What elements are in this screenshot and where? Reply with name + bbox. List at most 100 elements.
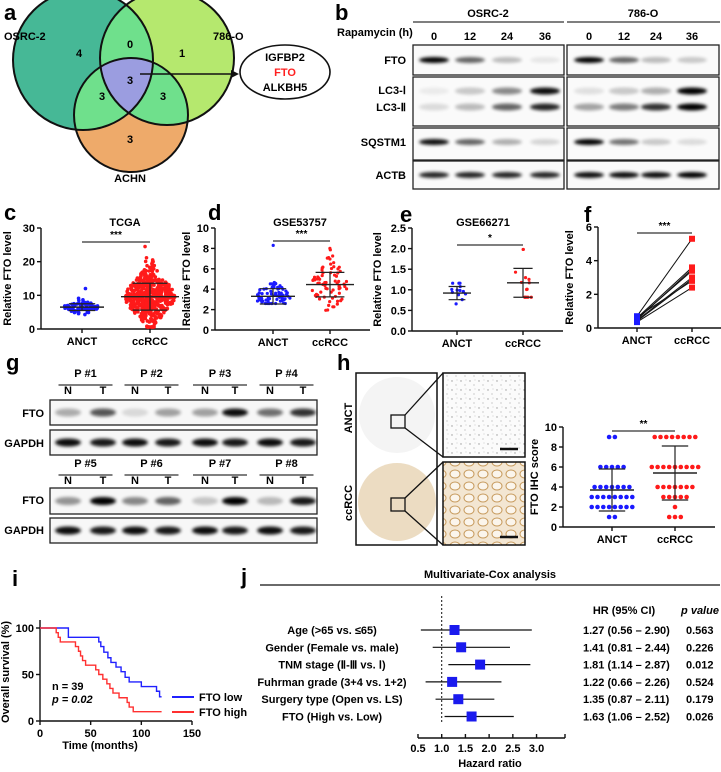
data-point [139,272,143,276]
zoom-region-box [390,497,406,512]
blot-band [609,87,639,95]
y-tick-label: 0 [551,522,557,534]
patient-label: P #5 [74,458,96,470]
data-point [606,504,612,510]
protein-label: LC3-Ⅰ [378,85,406,97]
data-point [131,301,136,305]
legend-label: FTO high [199,707,247,719]
callout-gene: IGFBP2 [265,52,305,64]
x-axis-label: Time (months) [62,740,138,752]
y-tick-label: 0.0 [391,326,406,338]
column-header: p value [680,605,719,617]
blot-band [574,172,604,178]
patient-label: P #2 [140,368,162,380]
data-point [589,504,594,510]
x-tick-label: 0.5 [410,743,425,755]
x-tick-label: ccRCC [674,335,710,347]
significance-label: *** [110,230,122,241]
blot-band [455,57,485,63]
y-tick-label: 100 [16,623,34,635]
blot-band [492,87,522,95]
chart-title: GSE66271 [456,217,510,229]
data-point [260,292,264,296]
patient-label: P #8 [275,458,297,470]
data-point [156,302,160,306]
data-point [527,277,531,281]
blot-band [155,438,181,447]
data-point [255,299,260,303]
y-tick-label: 10 [197,223,209,235]
data-point [615,484,621,490]
y-tick-label: 2 [551,502,557,514]
y-tick-label: 30 [23,223,35,235]
y-axis-label: Relative FTO level [564,230,576,325]
data-point [170,299,175,304]
data-point [598,484,603,490]
y-tick-label: 6 [586,222,592,234]
data-point [151,287,156,292]
y-tick-label: 1.5 [391,264,406,276]
chart-1: d GSE53757 0 2 4 6 8 10 ANCT ccRCC Relative FTO le… [181,200,370,349]
annotation-p: p = 0.02 [51,694,93,706]
lane-label: T [165,475,172,487]
data-point [157,278,161,283]
blot-band [641,139,671,145]
data-point [684,484,689,490]
data-point [525,287,529,292]
y-tick-label: 2 [203,305,209,317]
y-tick-label: 0 [29,324,35,336]
data-point [83,312,87,317]
venn-label-786o: 786-O [213,31,244,43]
x-tick-label: ccRCC [657,534,693,546]
blot-band [677,172,707,178]
data-point [689,277,695,284]
blot-band [530,103,560,111]
y-tick-label: 1.0 [391,285,406,297]
chart-title: GSE53757 [273,217,327,229]
data-point [606,514,612,520]
data-point [655,464,660,470]
y-tick-label: 4 [551,482,558,494]
data-point [257,291,261,295]
data-point [695,464,701,470]
panel-label-d: d [208,200,221,225]
data-point [521,247,525,252]
x-tick-label: 50 [85,728,97,740]
panel-g-western-blot: g FTO GAPDH FTO GAPDH P #1N TP #2N TP #3N T… [4,350,318,544]
data-point [332,273,337,277]
data-point [277,292,282,296]
venn-count: 0 [127,39,133,51]
data-point [328,248,332,252]
lane-label: T [300,385,307,397]
blot-band [609,57,639,63]
p-value: 0.012 [686,660,714,672]
time-label: 24 [501,31,514,43]
y-tick-label: 0 [203,325,209,337]
y-tick-label: 2.5 [391,223,406,235]
p-value: 0.179 [686,694,714,706]
patient-label: P #6 [140,458,162,470]
data-point [86,310,91,315]
data-point [316,276,321,280]
data-point [690,484,695,490]
data-point [687,434,692,440]
y-axis-label: Relative FTO level [372,232,384,327]
chart-3: f 0 2 4 6 ANCT ccRCC Relative FTO level *** [564,202,721,347]
data-point [143,282,147,287]
data-point [331,254,335,258]
data-point [138,275,143,279]
data-point [137,291,142,296]
panel-a-venn: a OSRC-2 786-O ACHN 4 0 1 3 3 3 3 IGFBP2… [4,0,331,185]
data-point [150,298,155,303]
blot-band [574,103,604,111]
venn-count: 3 [127,134,133,146]
ihc-zoom-ccrcc [442,461,526,546]
y-tick-label: 2.0 [391,244,406,256]
data-point [144,255,149,260]
blot-band [257,408,283,417]
blot-band [419,57,449,63]
lane-label: T [165,385,172,397]
data-point [128,292,133,296]
pair-line [636,287,693,323]
data-point [310,288,314,293]
